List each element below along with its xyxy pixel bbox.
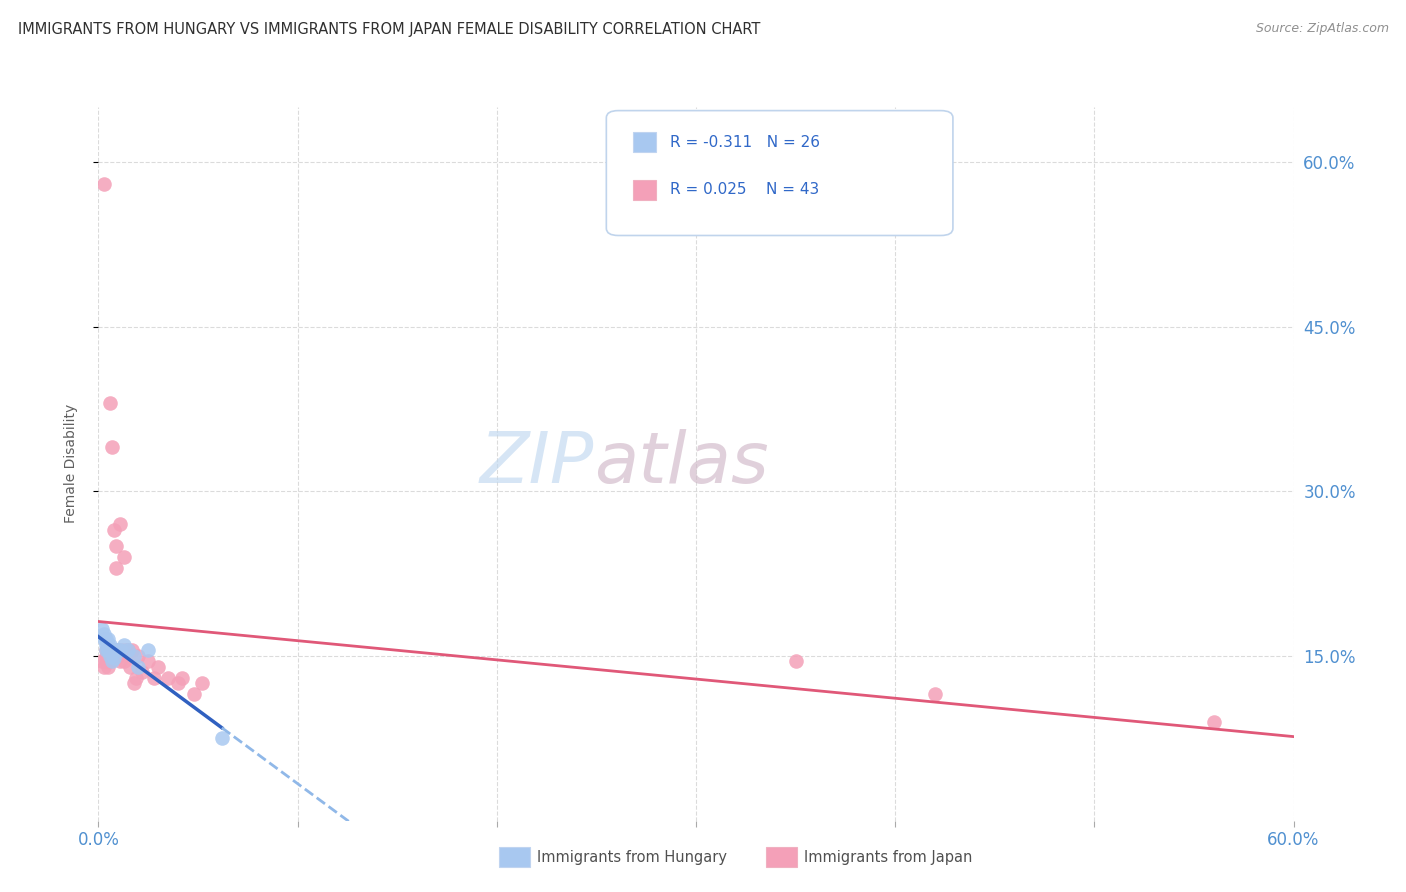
Point: [167, 676, 190, 690]
Point: [101, 648, 124, 663]
Point: [93, 627, 115, 641]
Point: [117, 643, 139, 657]
Point: [103, 523, 125, 537]
Text: ZIP: ZIP: [479, 429, 595, 499]
Point: [131, 665, 153, 680]
FancyBboxPatch shape: [606, 111, 953, 235]
Point: [100, 655, 122, 669]
Point: [101, 655, 124, 669]
Point: [93, 660, 115, 674]
Point: [100, 396, 122, 410]
Point: [105, 561, 128, 575]
Point: [96, 648, 118, 663]
Point: [107, 643, 129, 657]
Point: [136, 655, 159, 669]
Point: [100, 648, 122, 663]
Text: R = -0.311   N = 26: R = -0.311 N = 26: [671, 135, 820, 150]
Point: [110, 655, 132, 669]
Point: [111, 643, 134, 657]
Text: R = 0.025    N = 43: R = 0.025 N = 43: [671, 182, 820, 197]
Point: [97, 638, 120, 652]
Point: [1202, 714, 1225, 729]
Point: [117, 643, 139, 657]
Point: [172, 671, 194, 685]
Point: [96, 638, 118, 652]
Point: [105, 643, 128, 657]
Point: [97, 632, 120, 647]
Point: [121, 643, 143, 657]
Point: [112, 655, 135, 669]
Point: [105, 539, 128, 553]
Point: [97, 660, 120, 674]
Point: [924, 687, 946, 701]
Point: [96, 632, 118, 647]
Point: [115, 643, 138, 657]
Point: [101, 643, 124, 657]
Point: [785, 655, 807, 669]
Y-axis label: Female Disability: Female Disability: [63, 404, 77, 524]
Point: [148, 660, 170, 674]
Point: [93, 632, 115, 647]
Text: Immigrants from Japan: Immigrants from Japan: [804, 850, 973, 864]
Text: Source: ZipAtlas.com: Source: ZipAtlas.com: [1256, 22, 1389, 36]
Text: IMMIGRANTS FROM HUNGARY VS IMMIGRANTS FROM JAPAN FEMALE DISABILITY CORRELATION C: IMMIGRANTS FROM HUNGARY VS IMMIGRANTS FR…: [18, 22, 761, 37]
Point: [125, 671, 148, 685]
Point: [97, 648, 120, 663]
Point: [100, 643, 122, 657]
Point: [96, 655, 118, 669]
Point: [97, 643, 120, 657]
Point: [112, 638, 135, 652]
Point: [97, 655, 120, 669]
Point: [101, 441, 124, 455]
Point: [107, 643, 129, 657]
Point: [110, 517, 132, 532]
Point: [112, 550, 135, 565]
Point: [103, 643, 125, 657]
Point: [107, 648, 129, 663]
Point: [120, 660, 142, 674]
Point: [96, 643, 118, 657]
Point: [103, 651, 125, 665]
Point: [91, 622, 114, 636]
Text: atlas: atlas: [595, 429, 769, 499]
Point: [143, 671, 166, 685]
Text: Immigrants from Hungary: Immigrants from Hungary: [537, 850, 727, 864]
Point: [100, 638, 122, 652]
Point: [103, 643, 125, 657]
Point: [110, 643, 132, 657]
Point: [191, 676, 214, 690]
Point: [136, 643, 159, 657]
Point: [127, 660, 149, 674]
Point: [93, 177, 115, 191]
Point: [211, 731, 233, 746]
FancyBboxPatch shape: [633, 132, 657, 152]
Point: [97, 643, 120, 657]
Point: [183, 687, 205, 701]
FancyBboxPatch shape: [633, 180, 657, 200]
Point: [124, 676, 146, 690]
Point: [127, 648, 149, 663]
Point: [124, 648, 146, 663]
Point: [96, 643, 118, 657]
Point: [91, 655, 114, 669]
Point: [157, 671, 180, 685]
